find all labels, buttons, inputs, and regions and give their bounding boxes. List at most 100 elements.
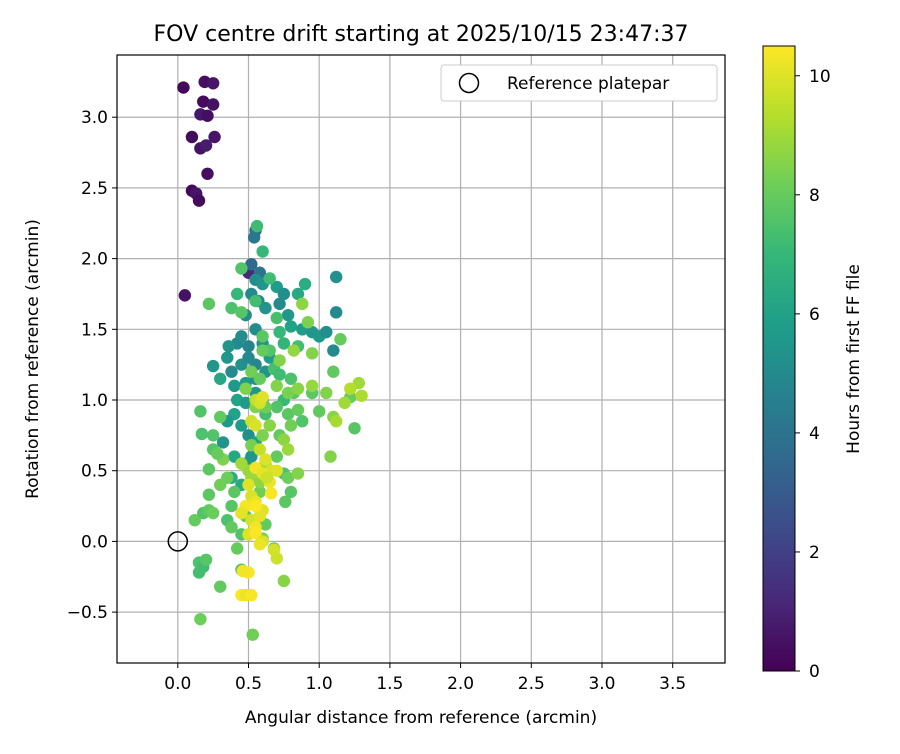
chart-title: FOV centre drift starting at 2025/10/15 … — [154, 22, 689, 47]
scatter-point — [291, 382, 305, 395]
y-tick-label: 1.0 — [81, 391, 108, 411]
colorbar-ticks: 0 2 4 6 8 10 — [795, 67, 831, 682]
scatter-point — [320, 386, 333, 400]
y-tick-label: 2.5 — [81, 179, 108, 199]
scatter-point — [177, 81, 190, 94]
scatter-point — [284, 485, 298, 499]
scatter-point — [273, 325, 286, 339]
scatter-point — [195, 427, 209, 441]
scatter-point — [338, 396, 351, 410]
colorbar-tick-label: 8 — [809, 186, 820, 206]
scatter-point — [273, 297, 286, 311]
scatter-point — [247, 231, 261, 244]
scatter-point — [206, 359, 220, 373]
scatter-point — [263, 272, 276, 285]
legend-box — [440, 64, 718, 102]
scatter-point — [253, 372, 267, 385]
scatter-point — [202, 488, 216, 501]
scatter-point — [230, 287, 244, 301]
scatter-point — [355, 389, 368, 402]
scatter-point — [277, 433, 291, 446]
scatter-point — [260, 471, 274, 484]
scatter-point — [267, 543, 281, 557]
scatter-point — [225, 365, 238, 378]
scatter-point — [291, 403, 305, 417]
x-tick-label: 2.0 — [447, 674, 474, 694]
colorbar — [762, 45, 796, 672]
scatter-point — [270, 450, 283, 463]
scatter-point — [348, 422, 361, 435]
scatter-point — [235, 457, 248, 470]
scatter-point — [235, 330, 248, 343]
scatter-point — [235, 419, 248, 432]
reference-platepar-marker — [167, 531, 189, 552]
scatter-point — [202, 297, 216, 311]
scatter-point — [202, 463, 216, 476]
scatter-point — [214, 410, 227, 424]
scatter-point — [249, 526, 262, 540]
x-axis-ticks: 0.0 0.5 1.0 1.5 2.0 2.5 3.0 3.5 — [164, 663, 686, 694]
scatter-point — [296, 297, 309, 311]
colorbar-tick-label: 4 — [809, 424, 820, 444]
scatter-point — [305, 379, 319, 393]
scatter-point — [334, 333, 347, 346]
scatter-point — [284, 419, 298, 432]
scatter-point — [301, 316, 315, 329]
scatter-point — [277, 337, 291, 350]
scatter-point — [259, 453, 272, 466]
grid — [117, 55, 725, 663]
x-tick-label: 3.0 — [588, 674, 615, 694]
scatter-point — [242, 340, 255, 353]
scatter-point — [281, 443, 295, 456]
scatter-point — [305, 347, 319, 360]
scatter-point — [298, 277, 312, 291]
y-tick-label: 3.0 — [81, 108, 108, 128]
colorbar-label: Hours from first FF file — [844, 264, 864, 454]
scatter-point — [256, 330, 269, 343]
scatter-point — [281, 471, 295, 484]
scatter-point — [273, 354, 286, 367]
scatter-point — [206, 429, 220, 442]
scatter-point — [259, 301, 272, 315]
scatter-point — [270, 379, 283, 393]
scatter-point — [245, 450, 258, 463]
scatter-point — [235, 506, 248, 520]
scatter-point — [287, 344, 300, 357]
colorbar-tick-label: 2 — [809, 543, 820, 563]
scatter-point — [239, 382, 252, 395]
scatter-point — [214, 372, 227, 385]
scatter-point — [277, 287, 291, 301]
scatter-point — [188, 513, 201, 527]
scatter-point — [270, 311, 283, 325]
scatter-point — [214, 478, 227, 492]
scatter-point — [249, 499, 262, 513]
scatter-point — [256, 429, 269, 442]
scatter-point — [245, 258, 258, 271]
scatter-point — [277, 574, 291, 588]
scatter-point — [312, 405, 326, 418]
scatter-point — [264, 487, 278, 500]
scatter-point — [291, 287, 305, 301]
scatter-point — [214, 580, 227, 593]
scatter-point — [256, 245, 269, 258]
scatter-point — [178, 289, 192, 302]
colorbar-tick-label: 6 — [809, 305, 820, 325]
scatter-point — [239, 396, 252, 410]
y-axis-ticks: −0.5 0.0 0.5 1.0 1.5 2.0 2.5 3.0 — [67, 108, 117, 623]
scatter-point — [245, 588, 258, 602]
scatter-point — [263, 419, 276, 432]
scatter-point — [256, 390, 269, 404]
x-tick-label: 3.5 — [659, 674, 686, 694]
x-axis-label: Angular distance from reference (arcmin) — [245, 708, 597, 728]
scatter-point — [273, 368, 286, 381]
scatter-point — [291, 467, 305, 480]
legend-open-circle-icon — [458, 72, 480, 94]
scatter-point — [249, 419, 262, 432]
scatter-point — [256, 344, 269, 357]
scatter-point — [216, 436, 230, 449]
scatter-point — [235, 306, 248, 319]
scatter-point — [281, 407, 295, 421]
scatter-point — [185, 130, 199, 144]
scatter-point — [270, 400, 283, 414]
